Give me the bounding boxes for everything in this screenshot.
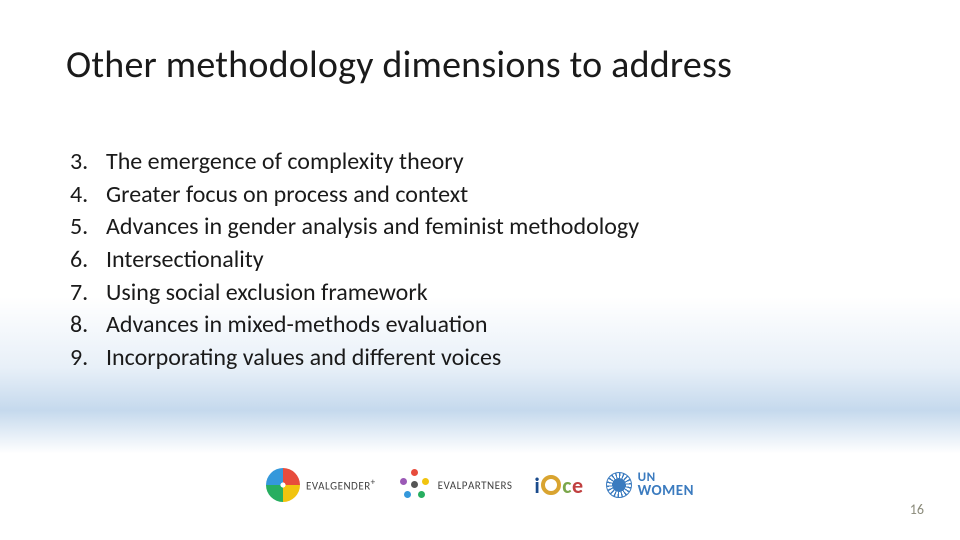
list-text: Using social exclusion framework [106,277,428,310]
evalpartners-text: EVALPARTNERS [438,479,513,492]
list-number: 3. [70,146,106,179]
list-number: 8. [70,309,106,342]
evalgender-text: EVALGENDER+ [306,477,376,493]
page-number: 16 [910,501,924,518]
list-item: 8. Advances in mixed-methods evaluation [70,309,639,342]
slide-title: Other methodology dimensions to address [66,42,732,88]
list-number: 7. [70,277,106,310]
un-emblem-icon [606,472,632,498]
numbered-list: 3. The emergence of complexity theory 4.… [70,146,639,374]
list-number: 4. [70,179,106,212]
ioce-logo: ice [534,472,583,499]
list-number: 5. [70,211,106,244]
list-item: 3. The emergence of complexity theory [70,146,639,179]
evalgender-logo: EVALGENDER+ [266,468,376,502]
unwomen-logo: UN WOMEN [606,471,694,499]
evalpartners-logo: EVALPARTNERS [398,468,513,502]
list-item: 5. Advances in gender analysis and femin… [70,211,639,244]
list-text: The emergence of complexity theory [106,146,464,179]
list-item: 7. Using social exclusion framework [70,277,639,310]
evalpartners-icon [398,468,432,502]
footer-logos: EVALGENDER+ EVALPARTNERS ice [0,460,960,510]
list-number: 6. [70,244,106,277]
list-item: 4. Greater focus on process and context [70,179,639,212]
list-number: 9. [70,342,106,375]
list-text: Advances in mixed-methods evaluation [106,309,487,342]
list-text: Intersectionality [106,244,264,277]
list-item: 9. Incorporating values and different vo… [70,342,639,375]
list-text: Advances in gender analysis and feminist… [106,211,639,244]
slide: Other methodology dimensions to address … [0,0,960,540]
ioce-ring-icon [541,475,561,495]
unwomen-text: UN WOMEN [638,471,694,499]
list-text: Greater focus on process and context [106,179,468,212]
evalgender-icon [266,468,300,502]
list-item: 6. Intersectionality [70,244,639,277]
list-text: Incorporating values and different voice… [106,342,501,375]
